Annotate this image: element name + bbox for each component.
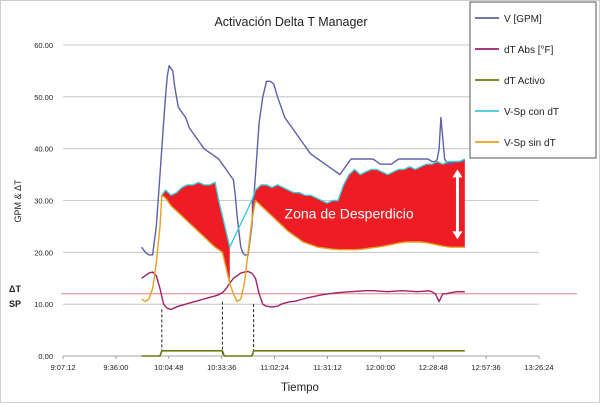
series-line-dt_activo: [141, 350, 465, 357]
x-axis-label: Tiempo: [281, 382, 319, 394]
y-tick-label: 0.00: [38, 352, 53, 361]
series-line-dt_abs: [141, 270, 465, 311]
x-tick-label: 10:33:36: [207, 363, 236, 372]
waste-zone-area: [161, 182, 230, 284]
waste-arrow-head: [452, 169, 463, 178]
y-tick-label: 10.00: [34, 300, 53, 309]
x-tick-label: 10:04:48: [154, 363, 183, 372]
x-tick-label: 12:57:36: [472, 363, 501, 372]
legend-label: V-Sp con dT: [504, 107, 559, 118]
y-tick-label: 50.00: [34, 93, 53, 102]
y-tick-label: 20.00: [34, 248, 53, 257]
y-tick-label: 30.00: [34, 197, 53, 206]
x-tick-label: 12:28:48: [419, 363, 448, 372]
setpoint-label: SP: [9, 299, 21, 309]
legend-label: V [GPM]: [504, 14, 542, 25]
x-tick-label: 9:36:00: [103, 363, 128, 372]
waste-zone-label: Zona de Desperdicio: [285, 206, 414, 222]
legend-label: V-Sp sin dT: [504, 138, 556, 149]
x-tick-label: 13:26:24: [524, 363, 553, 372]
x-tick-label: 12:00:00: [366, 363, 395, 372]
series-line-vsp_con: [161, 158, 466, 248]
y-tick-label: 40.00: [34, 145, 53, 154]
setpoint-label: ΔT: [9, 284, 21, 294]
x-tick-label: 11:02:24: [260, 363, 289, 372]
waste-arrow-head: [452, 231, 463, 240]
series-line-flow: [141, 65, 465, 256]
legend-box: [469, 1, 597, 159]
x-tick-label: 9:07:12: [50, 363, 75, 372]
x-tick-label: 11:31:12: [313, 363, 342, 372]
legend-label: dT Abs [°F]: [504, 45, 554, 56]
series-line-vsp_sin: [141, 194, 465, 303]
y-axis-label: GPM & ΔT: [13, 179, 23, 223]
chart-title: Activación Delta T Manager: [214, 15, 367, 29]
waste-zone-area: [251, 159, 465, 250]
y-tick-label: 60.00: [34, 41, 53, 50]
legend-label: dT Activo: [504, 76, 545, 87]
